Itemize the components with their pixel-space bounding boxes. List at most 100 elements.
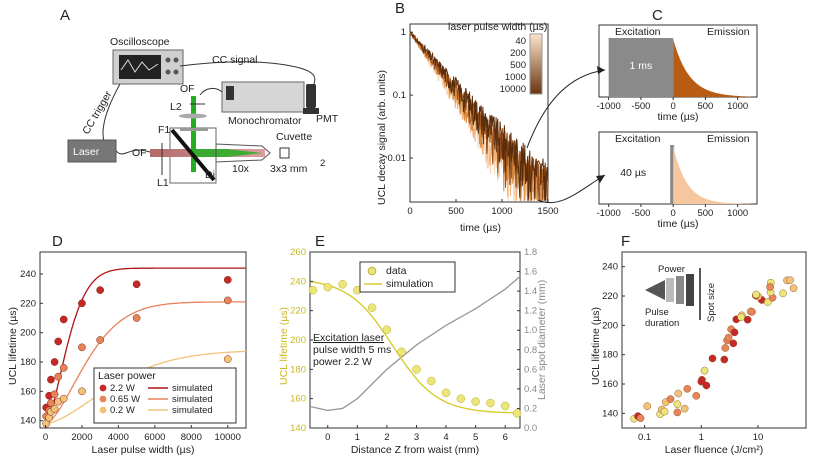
chart-d-xtick-label: 8000	[181, 432, 202, 443]
chart-d-xtick-label: 0	[43, 432, 48, 443]
chart-b-legend-40: 40	[515, 36, 526, 47]
chart-e-xtick-label: 6	[503, 432, 508, 443]
setup-diagram: Oscilloscope CC signal CC trigger Monoch…	[67, 36, 339, 189]
chart-f-point	[666, 395, 675, 403]
chart-c-xtick-label: -1000	[597, 208, 621, 219]
chart-f-point	[673, 408, 682, 417]
chart-c-pulse-label: 1 ms	[630, 60, 653, 72]
chart-e-y2tick-label: 0.8	[524, 345, 537, 356]
chart-d-xtick-label: 2000	[71, 432, 92, 443]
chart-d-ytick-label: 180	[20, 357, 36, 368]
chart-d-ytick-label: 200	[20, 328, 36, 339]
chart-f-point	[700, 366, 709, 375]
emission-beam	[191, 96, 196, 172]
chart-e-ylabel: UCL lifetime (µs)	[278, 307, 290, 385]
chart-f-inset-spot: Spot size	[706, 283, 717, 322]
chart-f-ytick-label: 220	[602, 291, 618, 302]
panel-label-e: E	[315, 233, 325, 250]
chart-b-xtick-label: 0	[407, 206, 412, 217]
chart-d-point	[132, 314, 141, 322]
monochromator	[221, 81, 305, 113]
chart-f-point	[730, 328, 739, 337]
chart-d-legend-name: 2.2 W	[110, 383, 135, 394]
cc-signal-label: CC signal	[212, 54, 258, 66]
chart-e-ytick-label: 200	[290, 335, 306, 346]
chart-e-point	[427, 376, 436, 386]
chart-f-inset-bar-2	[676, 276, 684, 304]
chart-e-point	[323, 282, 332, 292]
chart-d-fit-0	[45, 267, 246, 425]
panel-label-d: D	[52, 233, 63, 250]
chart-d-point	[50, 358, 59, 366]
chart-d-legend-fit: simulated	[172, 405, 213, 416]
chart-f-point	[752, 290, 760, 299]
chart-e-ytick-label: 220	[290, 306, 306, 317]
chart-c-title-right: Emission	[707, 26, 750, 38]
chart-f-inset-bar-1	[666, 278, 674, 302]
of-top-label: OF	[180, 83, 195, 95]
chart-d-legend-box	[93, 367, 237, 424]
chart-e-y2tick-label: 0.6	[524, 364, 537, 375]
chart-f-point	[729, 339, 738, 348]
chart-f-point	[683, 384, 692, 393]
chart-d-point	[54, 372, 63, 381]
chart-f-point	[766, 283, 774, 291]
panel-label-c: C	[652, 7, 663, 24]
chart-e-xtick-label: 4	[443, 432, 448, 443]
chart-e-ytick-label: 160	[290, 394, 306, 405]
chart-d-point	[223, 276, 232, 284]
chart-c-emission-area	[673, 39, 751, 97]
arrow-to-c-top	[526, 69, 606, 149]
chart-b-legend-ramp	[529, 33, 543, 95]
chart-d-legend-fit: simulated	[172, 383, 213, 394]
panel-label-a: A	[60, 7, 70, 24]
chart-e-y2tick-label: 1.0	[524, 325, 537, 336]
chart-d-ylabel: UCL lifetime (µs)	[7, 307, 19, 385]
chart-c-xtick-label: -500	[631, 101, 650, 112]
chart-d-point	[54, 337, 63, 346]
chart-e-ytick-label: 260	[290, 247, 306, 258]
chart-e-y2tick-label: 1.6	[524, 267, 537, 278]
chart-b-ytick-label: 0.01	[388, 153, 407, 164]
arrowhead-c-bottom	[596, 175, 605, 183]
chart-d-point	[59, 394, 68, 403]
chart-b-legend-10000: 10000	[500, 84, 526, 95]
chart-f-xtick-label: 1	[699, 432, 704, 443]
chart-b-legend-title: laser pulse width (µs)	[448, 21, 547, 33]
chart-d-ytick-label: 220	[20, 298, 36, 309]
chart-e-ytick-label: 240	[290, 276, 306, 287]
l2-label: L2	[170, 101, 182, 113]
chart-e-point	[397, 347, 406, 356]
chart-b-legend-500: 500	[510, 60, 526, 71]
chart-e-legend-data: data	[386, 265, 407, 277]
chart-c-xtick-label: -1000	[597, 101, 621, 112]
magnification-label: 10x	[232, 163, 250, 175]
chart-c-xlabel: time (µs)	[657, 111, 698, 123]
optical-fiber-left	[115, 149, 151, 155]
objective	[215, 143, 271, 163]
l1-label: L1	[157, 177, 169, 189]
chart-b-series-10000	[409, 31, 549, 201]
chart-d-point	[47, 375, 55, 384]
chart-d-xtick-label: 6000	[144, 432, 165, 443]
chart-d-frame	[39, 251, 247, 429]
chart-c-title-right: Emission	[707, 133, 750, 145]
chart-f-point	[708, 354, 717, 363]
chart-b-xlabel: time (µs)	[460, 222, 501, 234]
chart-f-point	[674, 389, 683, 398]
chart-b-legend-1000: 1000	[505, 72, 526, 83]
chart-e-point	[338, 280, 347, 289]
pmt-label: PMT	[316, 113, 339, 125]
chart-f-xlabel: Laser fluence (J/cm²)	[665, 444, 764, 456]
chart-f-ytick-label: 180	[602, 350, 618, 361]
chart-d-point	[50, 390, 59, 399]
chart-e-y2label: Laser spot diameter (mm)	[536, 280, 548, 400]
chart-e-xtick-label: 5	[473, 432, 478, 443]
chart-f-frame	[621, 251, 807, 429]
chart-e-point	[456, 394, 466, 403]
chart-c-emission-area	[673, 146, 751, 204]
cc-signal-cable	[179, 61, 316, 91]
chart-f-point	[660, 407, 669, 416]
chart-f-point	[680, 404, 689, 413]
